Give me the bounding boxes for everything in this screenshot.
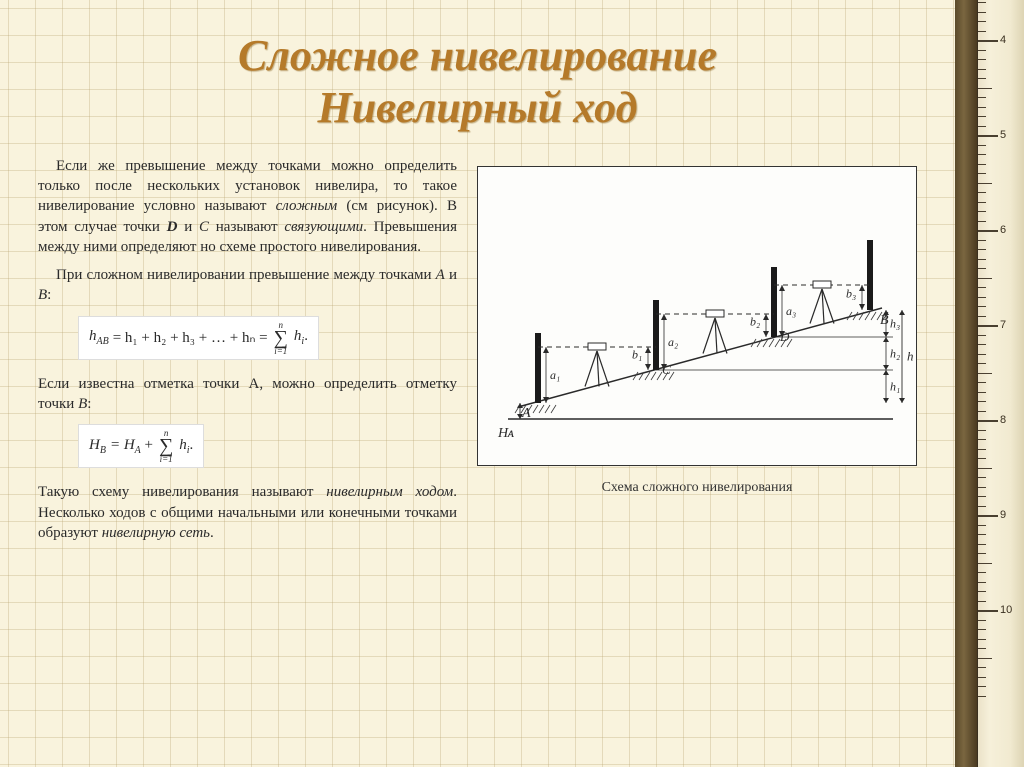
svg-text:b₁: b₁ <box>632 347 642 361</box>
p1-d: называют <box>209 219 284 235</box>
p2-i1: A <box>436 267 445 283</box>
page-title: Сложное нивелирование Нивелирный ход <box>38 30 917 134</box>
svg-text:a₁: a₁ <box>550 368 560 382</box>
f1-sum-bot: i=1 <box>274 347 287 355</box>
svg-text:h: h <box>907 348 914 363</box>
f2-rhs-sym: h <box>179 437 187 453</box>
p4-i2: нивелирную сеть <box>102 525 210 541</box>
f2-sum-bot: i=1 <box>160 455 173 463</box>
p4-c: . <box>210 525 214 541</box>
f2-lhs-sub: B <box>100 445 106 456</box>
f1-lhs-sub: AB <box>97 336 109 347</box>
ruler-wood-edge <box>955 0 977 767</box>
f1-terms: = h₁ + h₂ + h₃ + … + hₙ = <box>113 328 268 348</box>
ruler-face: 45678910 <box>977 0 1024 767</box>
paragraph-4: Такую схему нивелирования называют нивел… <box>38 482 457 543</box>
p1-i2: D <box>167 219 178 235</box>
figure-column: ACDBa₁b₁a₂b₂a₃b₃h₁h₂h₃hHᴀ Схема сложного… <box>477 156 917 551</box>
sigma-icon: ∑ <box>274 329 288 347</box>
f1-rhs: hi. <box>294 326 308 349</box>
f1-lhs-sym: h <box>89 328 97 344</box>
paragraph-2: При сложном нивелировании превышение меж… <box>38 265 457 306</box>
f2-eq-sym: = H <box>110 437 135 453</box>
p1-c: и <box>177 219 199 235</box>
title-line-1: Сложное нивелирование <box>238 31 717 80</box>
p2-b: и <box>445 267 457 283</box>
p1-i3: C <box>199 219 209 235</box>
formula-1: hAB = h₁ + h₂ + h₃ + … + hₙ = n ∑ i=1 hi… <box>78 316 319 360</box>
f2-tail: . <box>190 437 194 453</box>
title-line-2: Нивелирный ход <box>318 83 638 132</box>
p1-i1: сложным <box>276 198 338 214</box>
svg-text:h₁: h₁ <box>890 379 900 393</box>
diagram-svg: ACDBa₁b₁a₂b₂a₃b₃h₁h₂h₃hHᴀ <box>478 167 918 467</box>
f2-lhs: HB <box>89 435 106 458</box>
paragraph-3: Если известна отметка точки А, можно опр… <box>38 374 457 415</box>
p1-i4: связующими <box>284 219 363 235</box>
f2-sum: n ∑ i=1 <box>159 429 173 463</box>
f2-eq: = HA + <box>110 435 153 458</box>
p3-a: Если известна отметка точки А, можно опр… <box>38 376 457 412</box>
f1-sum: n ∑ i=1 <box>274 321 288 355</box>
svg-text:B: B <box>880 313 889 328</box>
svg-text:a₃: a₃ <box>786 304 796 318</box>
svg-text:b₂: b₂ <box>750 314 760 328</box>
text-column: Если же превышение между точками можно о… <box>38 156 457 551</box>
svg-text:b₃: b₃ <box>846 286 856 300</box>
sigma-icon: ∑ <box>159 437 173 455</box>
formula-2: HB = HA + n ∑ i=1 hi. <box>78 424 204 468</box>
slide-paper: Сложное нивелирование Нивелирный ход Есл… <box>0 0 955 767</box>
f1-tail: . <box>304 328 308 344</box>
svg-text:Hᴀ: Hᴀ <box>497 426 514 441</box>
ruler-decoration: 45678910 <box>955 0 1024 767</box>
p4-i1: нивелирным ходом <box>326 484 453 500</box>
content-columns: Если же превышение между точками можно о… <box>38 156 917 551</box>
svg-text:h₃: h₃ <box>890 316 900 330</box>
paragraph-1: Если же превышение между точками можно о… <box>38 156 457 257</box>
p2-i2: B <box>38 287 47 303</box>
p3-b: : <box>87 396 91 412</box>
p2-c: : <box>47 287 51 303</box>
f2-plus: + <box>141 437 153 453</box>
p2-a: При сложном нивелировании превышение меж… <box>56 267 436 283</box>
f2-lhs-sym: H <box>89 437 100 453</box>
leveling-diagram: ACDBa₁b₁a₂b₂a₃b₃h₁h₂h₃hHᴀ <box>477 166 917 466</box>
svg-text:a₂: a₂ <box>668 335 678 349</box>
f2-rhs: hi. <box>179 435 193 458</box>
svg-text:h₂: h₂ <box>890 346 900 360</box>
f1-lhs: hAB <box>89 326 109 349</box>
figure-caption: Схема сложного нивелирования <box>602 480 793 496</box>
svg-text:A: A <box>521 406 531 421</box>
p4-a: Такую схему нивелирования называют <box>38 484 326 500</box>
p3-i1: B <box>78 396 87 412</box>
